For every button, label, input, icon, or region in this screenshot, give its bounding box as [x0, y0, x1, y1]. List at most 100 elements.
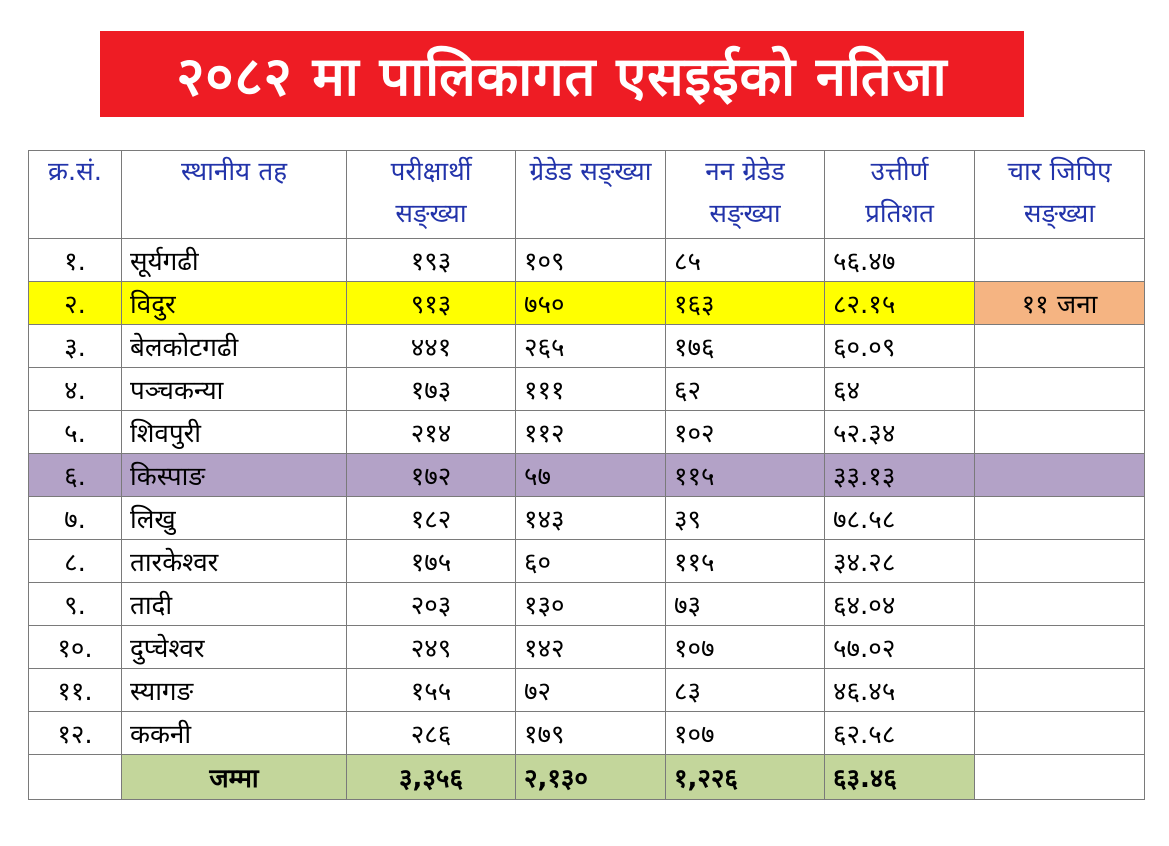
- cell-serial: १२.: [28, 711, 122, 755]
- cell-local-level: तादी: [121, 582, 347, 626]
- cell-local-level: विदुर: [121, 281, 347, 325]
- cell-pass-percent: ७८.५८: [824, 496, 975, 540]
- cell-serial: २.: [28, 281, 122, 325]
- cell-pass-percent: ५६.४७: [824, 238, 975, 282]
- cell-graded: ५७: [515, 453, 666, 497]
- cell-local-level: ककनी: [121, 711, 347, 755]
- cell-pass-percent: ६२.५८: [824, 711, 975, 755]
- cell-examinees: ९१३: [346, 281, 516, 325]
- cell-non-graded: १०७: [665, 711, 825, 755]
- header-examinees: परीक्षार्थी सङ्ख्या: [346, 150, 516, 239]
- cell-graded: १०९: [515, 238, 666, 282]
- cell-local-level: दुप्चेश्वर: [121, 625, 347, 669]
- cell-four-gpa: [974, 625, 1145, 669]
- table-row: ९. तादी २०३ १३० ७३ ६४.०४: [28, 582, 1145, 626]
- cell-serial: ६.: [28, 453, 122, 497]
- cell-serial: १०.: [28, 625, 122, 669]
- cell-graded: ७२: [515, 668, 666, 712]
- cell-local-level: स्यागङ: [121, 668, 347, 712]
- cell-non-graded: १६३: [665, 281, 825, 325]
- cell-local-level: तारकेश्वर: [121, 539, 347, 583]
- cell-four-gpa: [974, 539, 1145, 583]
- header-four-gpa: चार जिपिए सङ्ख्या: [974, 150, 1145, 239]
- cell-non-graded: ११५: [665, 539, 825, 583]
- cell-serial: ९.: [28, 582, 122, 626]
- cell-four-gpa: [974, 410, 1145, 454]
- cell-local-level: सूर्यगढी: [121, 238, 347, 282]
- cell-four-gpa: [974, 238, 1145, 282]
- cell-examinees: १७३: [346, 367, 516, 411]
- cell-four-gpa: [974, 582, 1145, 626]
- cell-local-level: पञ्चकन्या: [121, 367, 347, 411]
- total-label: जम्मा: [121, 754, 347, 800]
- header-row: क्र.सं. स्थानीय तह परीक्षार्थी सङ्ख्या ग…: [28, 150, 1145, 239]
- table-row: १०. दुप्चेश्वर २४९ १४२ १०७ ५७.०२: [28, 625, 1145, 669]
- cell-four-gpa: [974, 324, 1145, 368]
- total-non-graded: १,२२६: [665, 754, 825, 800]
- total-row: जम्मा ३,३५६ २,१३० १,२२६ ६३.४६: [28, 754, 1145, 800]
- cell-pass-percent: ५२.३४: [824, 410, 975, 454]
- table-row-highlighted: ६. किस्पाङ १७२ ५७ ११५ ३३.१३: [28, 453, 1145, 497]
- table-row: ५. शिवपुरी २१४ ११२ १०२ ५२.३४: [28, 410, 1145, 454]
- cell-pass-percent: ८२.१५: [824, 281, 975, 325]
- cell-examinees: १८२: [346, 496, 516, 540]
- total-examinees: ३,३५६: [346, 754, 516, 800]
- cell-serial-empty: [28, 754, 122, 800]
- cell-examinees: १५५: [346, 668, 516, 712]
- cell-four-gpa: [974, 496, 1145, 540]
- cell-examinees: २०३: [346, 582, 516, 626]
- table-row: १२. ककनी २८६ १७९ १०७ ६२.५८: [28, 711, 1145, 755]
- cell-graded: ६०: [515, 539, 666, 583]
- cell-non-graded: १७६: [665, 324, 825, 368]
- table-row: ८. तारकेश्वर १७५ ६० ११५ ३४.२८: [28, 539, 1145, 583]
- header-pass-percent: उत्तीर्ण प्रतिशत: [824, 150, 975, 239]
- cell-non-graded: ७३: [665, 582, 825, 626]
- cell-examinees: २१४: [346, 410, 516, 454]
- cell-pass-percent: ४६.४५: [824, 668, 975, 712]
- cell-serial: ३.: [28, 324, 122, 368]
- cell-graded: १४२: [515, 625, 666, 669]
- cell-non-graded: १०७: [665, 625, 825, 669]
- cell-four-gpa: ११ जना: [974, 281, 1145, 325]
- cell-local-level: किस्पाङ: [121, 453, 347, 497]
- cell-serial: १.: [28, 238, 122, 282]
- cell-serial: ११.: [28, 668, 122, 712]
- total-graded: २,१३०: [515, 754, 666, 800]
- cell-graded: १४३: [515, 496, 666, 540]
- cell-pass-percent: ३४.२८: [824, 539, 975, 583]
- cell-serial: ७.: [28, 496, 122, 540]
- cell-graded: ११२: [515, 410, 666, 454]
- cell-non-graded: ८५: [665, 238, 825, 282]
- cell-examinees: १७५: [346, 539, 516, 583]
- cell-non-graded: १०२: [665, 410, 825, 454]
- cell-serial: ८.: [28, 539, 122, 583]
- cell-serial: ५.: [28, 410, 122, 454]
- cell-four-gpa: [974, 668, 1145, 712]
- cell-local-level: लिखु: [121, 496, 347, 540]
- table-row: १. सूर्यगढी १९३ १०९ ८५ ५६.४७: [28, 238, 1145, 282]
- cell-non-graded: ६२: [665, 367, 825, 411]
- cell-examinees: १९३: [346, 238, 516, 282]
- cell-four-gpa: [974, 367, 1145, 411]
- cell-non-graded: ८३: [665, 668, 825, 712]
- table-row: ४. पञ्चकन्या १७३ १११ ६२ ६४: [28, 367, 1145, 411]
- cell-non-graded: ३९: [665, 496, 825, 540]
- cell-examinees: २४९: [346, 625, 516, 669]
- cell-four-gpa: [974, 711, 1145, 755]
- cell-graded: २६५: [515, 324, 666, 368]
- cell-pass-percent: ६४.०४: [824, 582, 975, 626]
- page-title: २०८२ मा पालिकागत एसइईको नतिजा: [100, 31, 1024, 117]
- cell-examinees: २८६: [346, 711, 516, 755]
- cell-pass-percent: ६०.०९: [824, 324, 975, 368]
- cell-local-level: शिवपुरी: [121, 410, 347, 454]
- cell-pass-percent: ६४: [824, 367, 975, 411]
- cell-local-level: बेलकोटगढी: [121, 324, 347, 368]
- cell-pass-percent: ५७.०२: [824, 625, 975, 669]
- header-local-level: स्थानीय तह: [121, 150, 347, 239]
- results-table: क्र.सं. स्थानीय तह परीक्षार्थी सङ्ख्या ग…: [28, 150, 1145, 800]
- cell-graded: १११: [515, 367, 666, 411]
- cell-pass-percent: ३३.१३: [824, 453, 975, 497]
- header-non-graded: नन ग्रेडेड सङ्ख्या: [665, 150, 825, 239]
- cell-examinees: ४४१: [346, 324, 516, 368]
- cell-serial: ४.: [28, 367, 122, 411]
